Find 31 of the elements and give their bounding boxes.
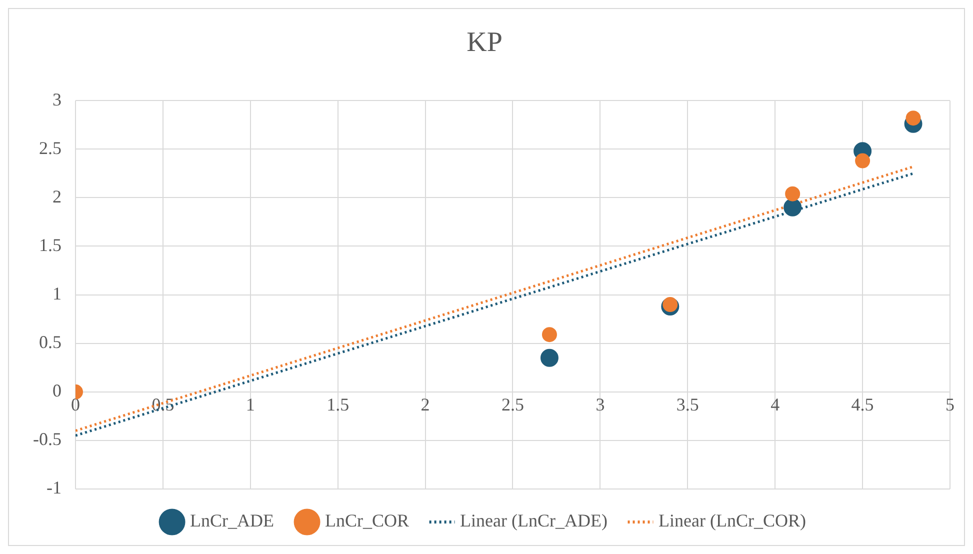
- legend-label: Linear (LnCr_COR): [658, 510, 806, 531]
- point: [662, 297, 678, 312]
- legend-label: Linear (LnCr_ADE): [460, 510, 608, 531]
- x-tick-label: 5: [946, 394, 954, 414]
- legend-label: LnCr_COR: [325, 510, 410, 531]
- x-tick-label: 4.5: [851, 394, 874, 414]
- x-tick-label: 3: [596, 394, 605, 414]
- chart-title: KP: [466, 27, 502, 58]
- y-tick-label: 2.5: [38, 138, 62, 158]
- x-tick-label: 4: [770, 394, 780, 414]
- x-tick-label: 0: [70, 394, 80, 414]
- y-tick-label: -0.5: [32, 429, 62, 450]
- point: [855, 153, 870, 168]
- point: [540, 348, 558, 367]
- y-tick-label: 1.5: [38, 234, 62, 255]
- x-tick-label: 1.5: [326, 394, 350, 414]
- point: [906, 110, 921, 126]
- point: [784, 198, 802, 216]
- x-tick-label: 2.5: [501, 394, 524, 414]
- point: [542, 327, 557, 342]
- point: [785, 186, 800, 202]
- y-tick-label: 2: [52, 186, 62, 206]
- legend-label: LnCr_ADE: [190, 510, 274, 531]
- y-tick-label: 0: [52, 380, 62, 401]
- y-tick-label: 3: [52, 89, 62, 110]
- x-tick-label: 2: [420, 394, 430, 414]
- y-tick-label: 1: [52, 284, 62, 304]
- y-tick-label: -1: [46, 478, 62, 498]
- y-tick-label: 0.5: [38, 332, 62, 352]
- x-tick-label: 3.5: [676, 394, 699, 414]
- x-tick-label: 1: [246, 394, 255, 414]
